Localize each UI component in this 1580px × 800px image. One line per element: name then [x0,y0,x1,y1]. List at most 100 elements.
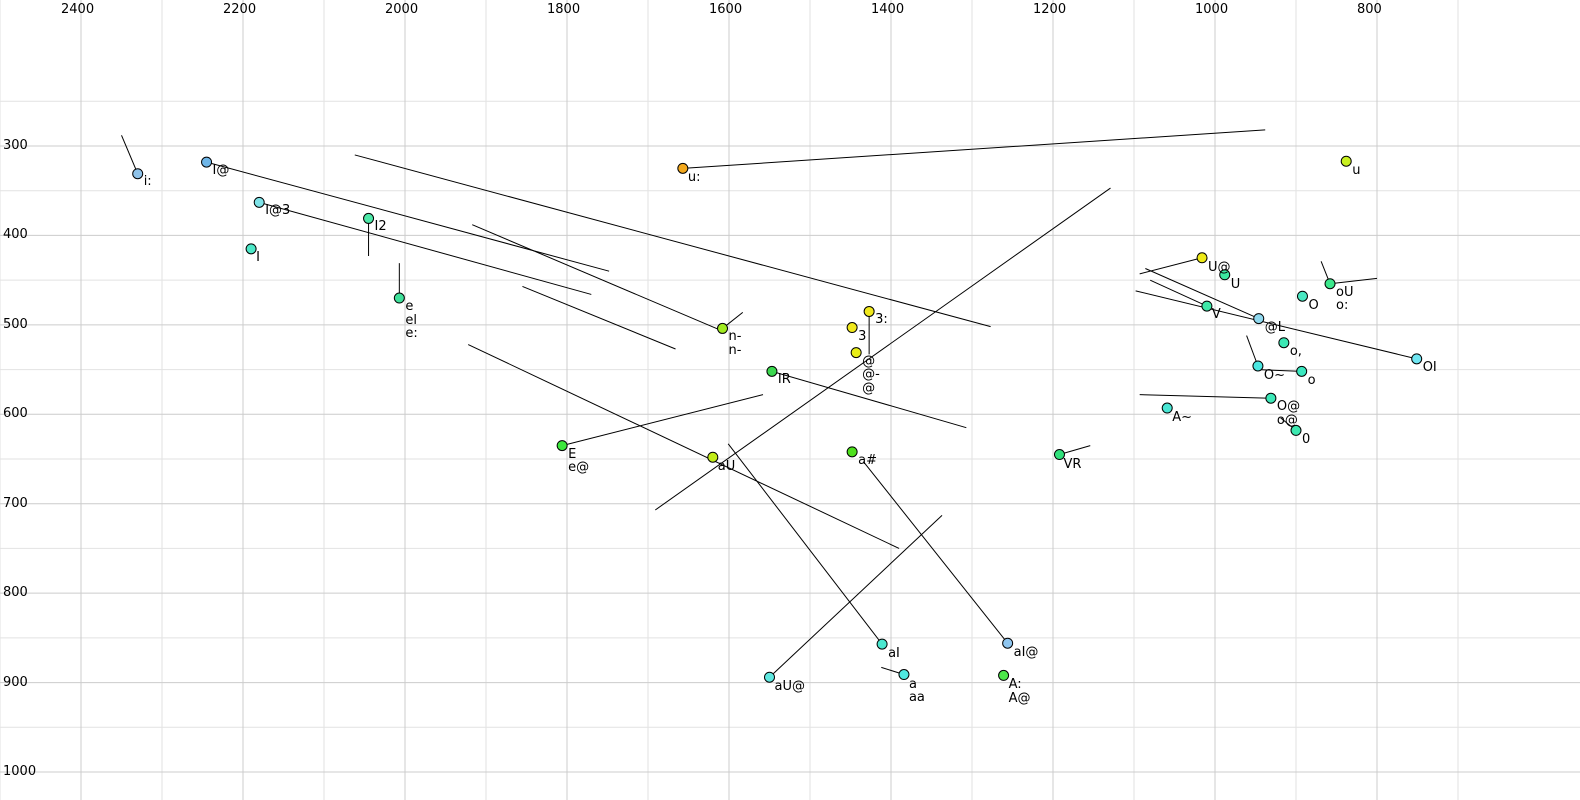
point-label-@-@--@: @ @- @ [862,353,880,396]
trace-I@3 [259,201,592,295]
point-label-line: i: [143,173,152,189]
data-point-aI[interactable] [876,638,888,650]
point-label-line: I [256,249,260,265]
point-label-line: @- [862,367,880,383]
data-point-O~[interactable] [1252,360,1264,372]
point-label-line: aU [717,459,736,475]
data-point-O[interactable] [1296,290,1308,302]
point-label-line: aa [908,690,925,706]
x-tick-label-2200: 2200 [223,2,257,17]
point-label-aI@: aI@ [1014,646,1039,660]
trace-right-long [1135,290,1417,360]
data-point-U[interactable] [1219,269,1231,281]
point-label-line: n- [728,343,742,359]
point-label-line: 3 [858,328,867,344]
data-point-OI[interactable] [1411,353,1423,365]
point-label-i:: i: [144,175,152,189]
data-point-I2[interactable] [363,212,375,224]
y-tick-label-600: 600 [3,406,28,422]
point-label-e-el-e:: e el e: [405,300,417,341]
point-label-line: A: [1008,677,1022,693]
data-point-a-aa[interactable] [898,669,910,681]
point-label-3: 3 [858,328,867,344]
data-point-o[interactable] [1296,365,1308,377]
data-point-I[interactable] [245,243,257,255]
point-label-line: U [1230,276,1241,292]
point-label-line: VR [1063,456,1082,472]
trace-long-lower [522,285,676,350]
trace-O~-o [1257,369,1302,372]
data-point-aU[interactable] [707,451,719,463]
point-label-line: o, [1289,343,1302,359]
point-label-line: @ [862,380,876,396]
trace-aU-diag [467,344,900,549]
x-tick-label-1200: 1200 [1033,2,1067,17]
data-point-A:-A@[interactable] [998,669,1010,681]
point-label-line: I@3 [265,203,291,219]
y-tick-label-500: 500 [3,316,28,332]
data-point-u[interactable] [1340,155,1352,167]
y-tick-label-400: 400 [3,227,28,243]
point-label-line: el [405,312,417,328]
point-label-a#: a# [858,454,877,468]
data-point-IR[interactable] [766,365,778,377]
data-point-3[interactable] [846,322,858,334]
y-tick-label-300: 300 [3,138,28,153]
point-label-u:: u: [688,171,701,185]
x-tick-label-1800: 1800 [547,2,581,17]
point-label-I@3: I@3 [265,204,290,218]
data-point-i:[interactable] [132,168,144,180]
point-label-line: IR [777,372,791,388]
trace-@L-up [1145,268,1259,320]
data-point-O@-o@[interactable] [1265,392,1277,404]
x-tick-label-1000: 1000 [1195,2,1229,17]
y-tick-label-1000: 1000 [3,764,37,779]
point-label-O~: O~ [1264,369,1285,383]
point-label-o,: o, [1290,345,1302,359]
trace-U@-left [1139,257,1203,275]
data-point-n--n-[interactable] [717,322,729,334]
data-point-a#[interactable] [846,446,858,458]
data-point-e-el-e:[interactable] [393,292,405,304]
point-label-O@-o@: O@ o@ [1277,400,1300,427]
data-point-V[interactable] [1201,300,1213,312]
trace-E-long [562,394,764,447]
point-label-line: I2 [374,219,387,235]
point-label-line: E [568,446,577,462]
data-point-I@[interactable] [201,156,213,168]
data-point-u:[interactable] [677,162,689,174]
data-point-@-@--@[interactable] [850,347,862,359]
point-label-3:: 3: [875,313,888,327]
point-label-U@: U@ [1208,261,1231,275]
trace-aU@-up [769,514,943,678]
data-point-0[interactable] [1290,424,1302,436]
data-point-aU@[interactable] [764,671,775,683]
point-label-line: @L [1264,319,1285,335]
trace-layer [121,129,1417,678]
x-tick-label-2400: 2400 [61,2,95,17]
point-label-A:-A@: A: A@ [1009,678,1031,705]
point-label-a-aa: a aa [908,677,925,706]
point-label-I: I [256,251,260,265]
point-label-A~: A~ [1172,411,1192,425]
point-label-line: n- [728,329,742,345]
trace-O@-left [1139,394,1271,399]
data-point-@L[interactable] [1253,313,1265,325]
point-label-line: o: [1336,298,1349,314]
data-point-o,[interactable] [1278,337,1290,349]
point-label-line: a# [858,452,877,468]
data-point-aI@[interactable] [1002,637,1014,649]
trace-i-long [121,135,139,174]
point-label-line: @ [862,353,876,369]
data-point-oU-o:[interactable] [1324,278,1336,290]
data-point-A~[interactable] [1161,402,1173,414]
data-point-I@3[interactable] [253,196,265,208]
data-point-VR[interactable] [1053,449,1065,461]
data-point-E-e@[interactable] [556,440,568,452]
data-point-U@[interactable] [1196,252,1208,264]
point-label-line: oU [1336,284,1354,300]
point-label-OI: OI [1423,361,1437,375]
data-point-3:[interactable] [863,305,875,317]
